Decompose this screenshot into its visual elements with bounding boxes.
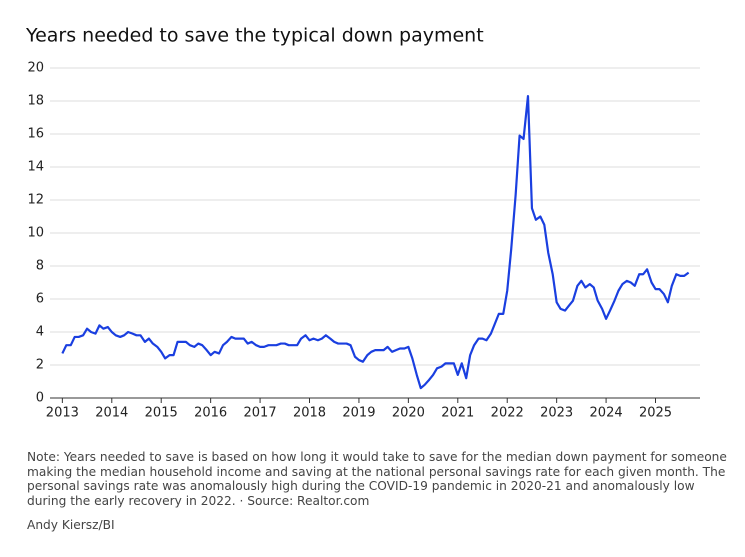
x-tick-label: 2013	[46, 406, 79, 421]
footnote-line: during the early recovery in 2022. · Sou…	[27, 493, 370, 508]
x-tick-label: 2019	[342, 406, 375, 421]
y-tick-label: 8	[36, 259, 44, 274]
x-tick-label: 2016	[194, 406, 227, 421]
y-tick-label: 12	[27, 193, 44, 208]
data-line	[61, 94, 690, 390]
credit: Andy Kiersz/BI	[27, 518, 115, 532]
x-tick-label: 2022	[491, 406, 524, 421]
x-tick-label: 2023	[540, 406, 573, 421]
x-tick-label: 2020	[392, 406, 425, 421]
footnote-line: personal savings rate was anomalously hi…	[27, 479, 695, 494]
y-tick-label: 4	[36, 325, 44, 340]
x-tick-label: 2021	[441, 406, 474, 421]
footnote: Note: Years needed to save is based on h…	[27, 450, 727, 508]
footnote-line: making the median household income and s…	[27, 464, 726, 479]
y-tick-label: 0	[36, 391, 44, 406]
y-tick-label: 18	[27, 94, 44, 109]
y-tick-label: 2	[36, 358, 44, 373]
y-tick-label: 14	[27, 160, 44, 175]
chart: Years needed to save the typical down pa…	[25, 25, 700, 421]
y-tick-label: 10	[27, 226, 44, 241]
y-tick-label: 20	[27, 61, 44, 76]
footnote-line: Note: Years needed to save is based on h…	[27, 450, 727, 464]
y-tick-label: 16	[27, 127, 44, 142]
x-tick-label: 2015	[145, 406, 178, 421]
x-tick-label: 2014	[95, 406, 128, 421]
x-tick-label: 2018	[293, 406, 326, 421]
x-tick-label: 2017	[244, 406, 277, 421]
x-tick-label: 2025	[639, 406, 672, 421]
chart-title: Years needed to save the typical down pa…	[25, 25, 484, 47]
x-tick-label: 2024	[590, 406, 623, 421]
y-tick-label: 6	[36, 292, 44, 307]
